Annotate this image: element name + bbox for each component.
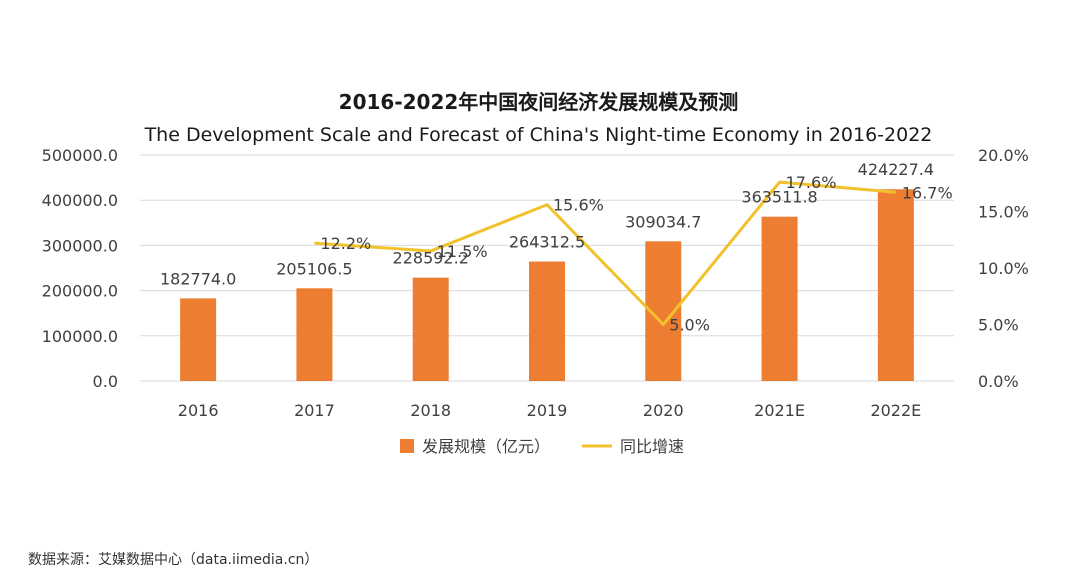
x-tick-label: 2022E [870, 401, 921, 420]
bar-value-label: 424227.4 [858, 160, 934, 179]
bar-value-label: 363511.8 [741, 188, 817, 207]
growth-value-label: 15.6% [553, 196, 604, 215]
chart-title-en: The Development Scale and Forecast of Ch… [144, 124, 933, 146]
bar-value-label: 182774.0 [160, 269, 236, 288]
y-left-tick-label: 300000.0 [42, 236, 118, 255]
y-left-tick-label: 100000.0 [42, 327, 118, 346]
bar [877, 189, 914, 381]
bar [412, 277, 449, 381]
y-right-tick-label: 20.0% [978, 146, 1029, 165]
chart-title-cn: 2016-2022年中国夜间经济发展规模及预测 [338, 90, 739, 114]
bar [761, 216, 798, 381]
growth-value-label: 16.7% [902, 183, 953, 202]
legend-line-label: 同比增速 [620, 437, 684, 456]
bar [296, 288, 333, 381]
x-tick-label: 2021E [754, 401, 805, 420]
bar-value-label: 228592.2 [393, 249, 469, 268]
y-right-tick-label: 15.0% [978, 203, 1029, 222]
x-tick-label: 2019 [527, 401, 568, 420]
legend-bar-swatch [400, 439, 414, 453]
y-left-tick-label: 500000.0 [42, 146, 118, 165]
y-right-tick-label: 5.0% [978, 316, 1019, 335]
x-tick-label: 2018 [410, 401, 451, 420]
growth-value-label: 11.5% [437, 242, 488, 261]
bar [529, 261, 565, 381]
y-right-tick-label: 0.0% [978, 372, 1019, 391]
x-tick-label: 2016 [178, 401, 219, 420]
x-tick-label: 2017 [294, 401, 335, 420]
source-note: 数据来源：艾媒数据中心（data.iimedia.cn） [28, 552, 319, 568]
legend-bar-label: 发展规模（亿元） [422, 437, 550, 456]
y-left-tick-label: 200000.0 [42, 282, 118, 301]
y-left-tick-label: 0.0 [93, 372, 118, 391]
y-left-tick-label: 400000.0 [42, 191, 118, 210]
y-right-tick-label: 10.0% [978, 259, 1029, 278]
x-tick-label: 2020 [643, 401, 684, 420]
growth-line [314, 180, 896, 326]
growth-value-label: 17.6% [786, 173, 837, 192]
bar-value-label: 205106.5 [276, 259, 352, 278]
bar-value-label: 264312.5 [509, 233, 585, 252]
growth-value-label: 5.0% [669, 316, 710, 335]
bar-value-label: 309034.7 [625, 212, 701, 231]
growth-value-label: 12.2% [320, 234, 371, 253]
bar [180, 298, 217, 381]
